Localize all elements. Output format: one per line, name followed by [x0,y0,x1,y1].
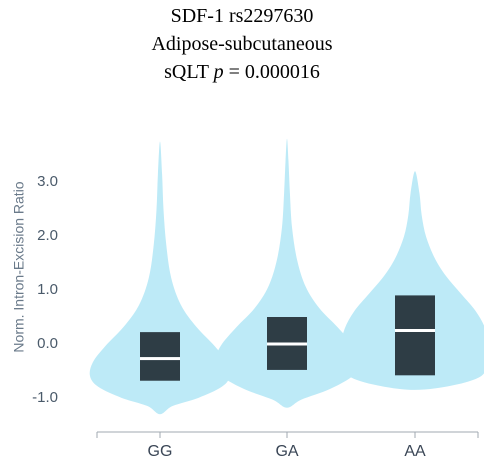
x-tick-label: AA [404,443,426,460]
median-line-aa [395,329,435,332]
y-tick-label: 1.0 [37,281,58,298]
y-axis: 3.0 2.0 1.0 0.0 -1.0 [32,173,58,406]
chart-title-line-1: SDF-1 rs2297630 [170,5,314,27]
x-tick-label: GG [148,443,173,460]
y-tick-label: 0.0 [37,335,58,352]
y-axis-label: Norm. Intron-Excision Ratio [11,181,27,352]
x-axis: GG GA AA [96,431,479,460]
violin-aa [340,171,484,390]
x-tick-label: GA [275,443,298,460]
chart-stat-line: sQLT p = 0.000016 [0,60,484,84]
y-tick-label: -1.0 [32,389,58,406]
violin-gg [89,141,231,415]
stat-prefix: sQLT [164,61,214,83]
violins [89,138,484,415]
iqr-box-gg [140,332,180,381]
stat-symbol: p [213,61,224,83]
chart-title-line-2: Adipose-subcutaneous [151,33,333,55]
median-line-ga [267,342,307,346]
median-line-gg [140,357,180,361]
stat-suffix: = 0.000016 [223,61,320,83]
violin-ga [215,138,359,408]
iqr-box-aa [395,295,435,376]
y-tick-label: 3.0 [37,173,58,190]
y-tick-label: 2.0 [37,227,58,244]
